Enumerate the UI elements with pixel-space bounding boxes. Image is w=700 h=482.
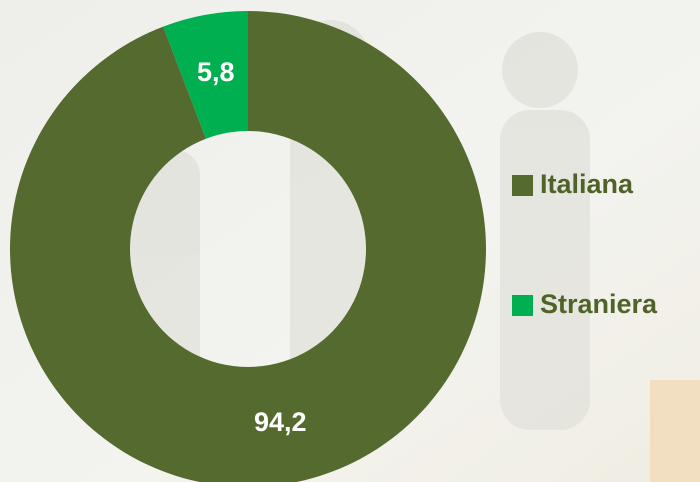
legend-swatch	[512, 175, 533, 196]
legend-label: Straniera	[540, 289, 658, 319]
chart: 94,2 5,8 Italiana Straniera	[0, 0, 700, 482]
data-label: 94,2	[254, 407, 307, 437]
data-label: 5,8	[197, 57, 235, 87]
legend-label: Italiana	[540, 169, 634, 199]
legend-swatch	[512, 295, 533, 316]
